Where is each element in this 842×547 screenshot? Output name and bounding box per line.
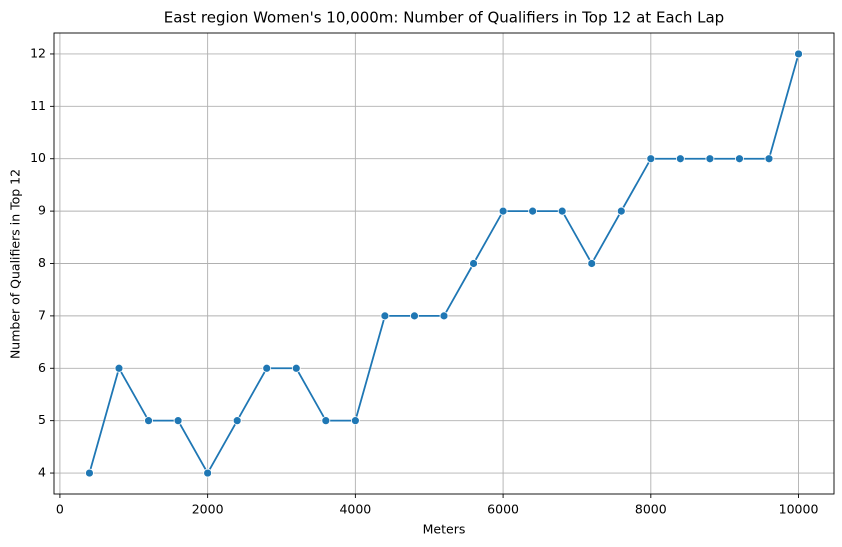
y-tick-label: 10 [30, 150, 46, 165]
x-tick-label: 2000 [192, 502, 224, 517]
data-point [794, 49, 803, 59]
x-tick-label: 6000 [487, 502, 519, 517]
data-point [557, 206, 567, 216]
data-point [232, 416, 242, 426]
data-point [646, 154, 656, 164]
data-point [498, 206, 508, 216]
data-point [321, 416, 331, 426]
data-point [675, 154, 685, 164]
data-point [85, 468, 94, 478]
data-point [469, 259, 478, 268]
data-point [439, 311, 449, 321]
x-tick-label: 10000 [779, 502, 819, 517]
plot-frame [53, 32, 835, 495]
data-point [203, 468, 213, 478]
y-tick-label: 4 [38, 465, 46, 480]
data-point [144, 416, 153, 426]
y-tick-label: 12 [30, 45, 46, 60]
data-point [380, 311, 390, 321]
y-tick-label: 8 [38, 255, 46, 270]
data-point [350, 416, 360, 426]
data-point [410, 311, 419, 321]
data-point [616, 206, 626, 216]
data-point [587, 259, 597, 268]
data-point [262, 363, 272, 373]
data-point [735, 154, 744, 164]
data-point [705, 154, 715, 164]
y-tick-label: 5 [38, 412, 46, 427]
chart-title: East region Women's 10,000m: Number of Q… [164, 9, 724, 27]
x-tick-label: 4000 [339, 502, 371, 517]
data-point [173, 416, 183, 426]
y-tick-label: 9 [38, 203, 46, 218]
y-tick-label: 11 [30, 98, 46, 113]
x-tick-label: 8000 [635, 502, 667, 517]
x-tick-label: 0 [56, 502, 64, 517]
y-tick-label: 7 [38, 307, 46, 322]
data-point [528, 206, 538, 216]
y-axis-label: Number of Qualifiers in Top 12 [8, 169, 23, 359]
data-point [291, 363, 301, 373]
x-axis-label: Meters [423, 522, 466, 537]
y-tick-label: 6 [38, 360, 46, 375]
data-point [114, 363, 124, 373]
data-point [764, 154, 774, 164]
